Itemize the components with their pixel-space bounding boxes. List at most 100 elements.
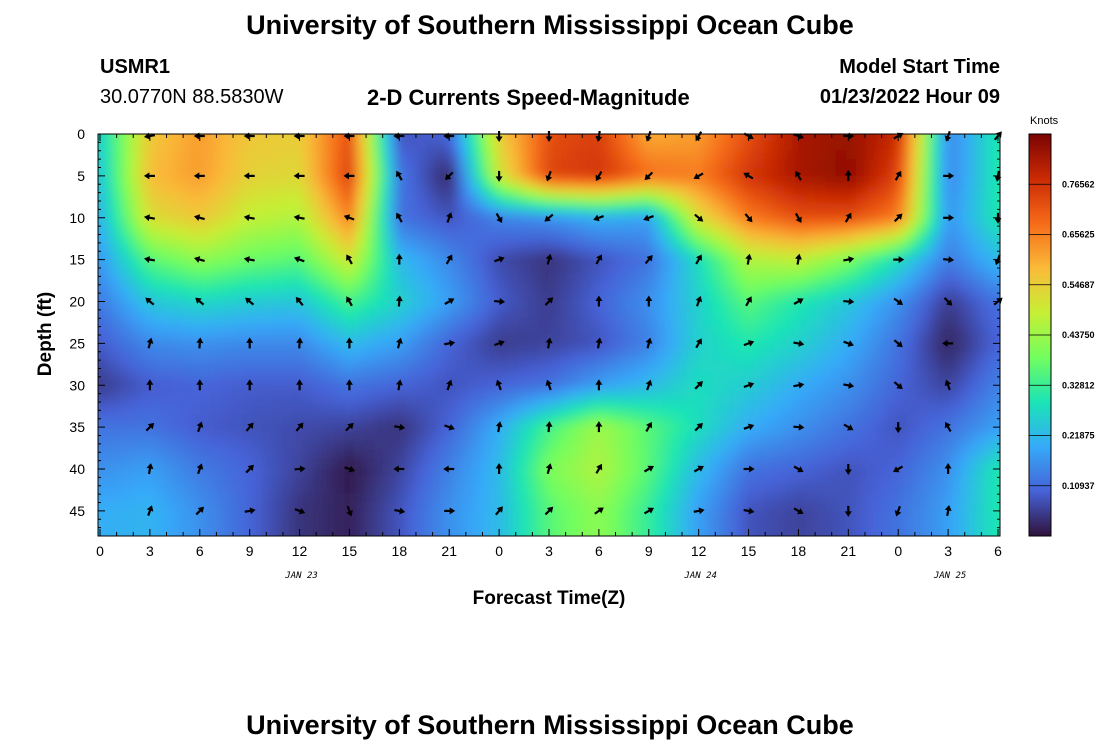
current-arrow (645, 295, 653, 307)
current-arrow (793, 465, 804, 473)
y-axis: 0 5 10 15 20 25 30 35 40 45 (69, 126, 1000, 537)
current-arrow (595, 463, 603, 474)
y-tick-label: 35 (69, 419, 85, 435)
y-tick-label: 20 (69, 294, 85, 310)
current-arrow (743, 381, 755, 389)
current-arrow (293, 172, 305, 180)
current-arrow (344, 465, 356, 473)
current-arrow (544, 506, 554, 516)
current-arrow (395, 253, 403, 265)
current-arrow (743, 507, 755, 515)
current-arrow (893, 256, 905, 264)
current-arrow (446, 212, 453, 223)
current-arrow (143, 172, 155, 180)
date-label: JAN 23 (284, 571, 318, 581)
current-arrow (195, 506, 205, 516)
current-arrow (695, 295, 703, 307)
current-arrow (396, 212, 403, 223)
current-arrow (445, 254, 453, 265)
current-arrow (346, 505, 353, 517)
current-arrow (196, 463, 204, 475)
current-arrow (245, 422, 254, 432)
current-arrow (245, 464, 254, 474)
current-arrow (844, 464, 852, 475)
x-tick-label: 6 (196, 543, 204, 559)
current-arrow (146, 337, 154, 349)
current-arrow (943, 214, 955, 222)
current-arrow (444, 423, 455, 431)
x-axis-title: Forecast Time(Z) (473, 588, 626, 609)
current-arrow (196, 337, 204, 349)
current-arrow (146, 505, 154, 516)
x-tick-label: 12 (691, 543, 707, 559)
current-arrow (643, 507, 654, 515)
x-tick-label: 0 (495, 543, 503, 559)
current-arrow (194, 214, 205, 222)
x-tick-label: 21 (841, 543, 857, 559)
current-arrow (396, 170, 403, 181)
x-tick-label: 3 (545, 543, 553, 559)
x-tick-label: 9 (645, 543, 653, 559)
current-arrow (544, 297, 554, 306)
colorbar-tick-label: 0.43750 (1062, 330, 1095, 340)
current-arrow (145, 422, 155, 432)
current-arrow (495, 506, 503, 516)
current-arrow (495, 379, 503, 391)
x-tick-label: 0 (96, 543, 104, 559)
current-arrow (644, 171, 654, 181)
current-arrow (595, 254, 603, 265)
x-tick-label: 3 (944, 543, 952, 559)
model-start-value: 01/23/2022 Hour 09 (819, 86, 1000, 108)
current-arrow (844, 212, 852, 223)
current-arrow (243, 214, 255, 222)
current-arrow (295, 296, 304, 307)
y-tick-label: 15 (69, 252, 85, 268)
current-arrow (944, 379, 952, 391)
current-arrow (695, 338, 702, 349)
colorbar-tick-label: 0.76562 (1062, 179, 1095, 189)
current-arrow (143, 256, 156, 263)
current-arrow (343, 214, 355, 221)
current-arrow (743, 423, 755, 431)
current-arrow (295, 422, 304, 432)
current-arrow (293, 214, 305, 222)
current-arrow (393, 465, 405, 473)
current-arrow (346, 296, 353, 307)
current-arrow (944, 504, 952, 517)
x-tick-label: 12 (292, 543, 308, 559)
y-tick-label: 5 (77, 168, 85, 184)
current-arrow (595, 337, 603, 349)
current-arrow (843, 381, 855, 389)
current-arrow (693, 172, 704, 180)
current-arrow (494, 256, 505, 263)
date-label: JAN 25 (933, 571, 967, 581)
current-arrow (545, 253, 553, 265)
current-arrow (246, 379, 254, 391)
current-arrow (545, 463, 553, 475)
current-arrow (145, 297, 155, 306)
current-arrow (893, 339, 903, 348)
x-tick-label: 0 (894, 543, 902, 559)
current-arrow (743, 172, 754, 180)
y-tick-label: 10 (69, 210, 85, 226)
x-tick-label: 21 (441, 543, 457, 559)
current-arrow (396, 337, 403, 349)
current-arrow (644, 255, 653, 265)
current-arrow (595, 171, 603, 182)
current-arrow (346, 254, 353, 265)
current-arrow (343, 172, 355, 180)
current-arrow (743, 465, 755, 473)
current-arrow (793, 381, 805, 389)
current-arrow (495, 212, 503, 223)
current-arrow (494, 298, 506, 306)
current-arrow (694, 422, 703, 432)
current-arrow (294, 465, 306, 473)
current-arrow (494, 339, 505, 347)
current-arrow (245, 297, 255, 306)
current-arrow (395, 295, 403, 307)
current-arrow (795, 170, 802, 181)
current-arrow (744, 213, 753, 223)
colorbar-tick-label: 0.32812 (1062, 380, 1095, 390)
current-arrow (595, 421, 603, 433)
